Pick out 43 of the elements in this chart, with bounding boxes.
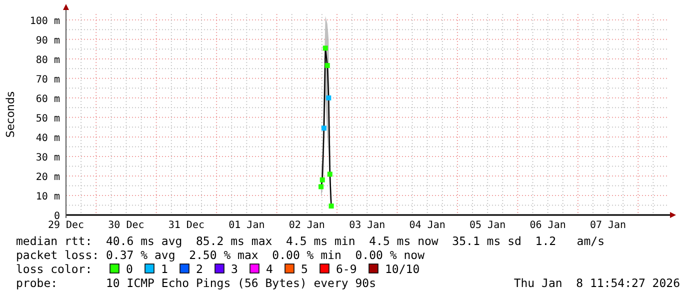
x-tick-label: 01 Jan [228, 220, 265, 231]
x-tick-label: 02 Jan [288, 220, 325, 231]
point [322, 46, 328, 51]
x-tick-label: 29 Dec [48, 220, 84, 231]
text: median rtt: 40.6 ms avg 85.2 ms max 4.5 ms min 4.5 ms now 35.1 ms sd 1.2 am/s [16, 234, 605, 248]
x-tick-label: 06 Jan [530, 220, 566, 231]
y-tick-label: 80 m [36, 54, 60, 66]
x-tick-label: 30 Dec [108, 220, 144, 231]
point [320, 177, 325, 182]
point [328, 204, 334, 209]
x-tick-label: 31 Dec [168, 220, 205, 231]
legend-label: 1 [161, 262, 168, 276]
y-tick-label: 40 m [36, 132, 60, 144]
y-tick-label: 50 m [36, 113, 60, 124]
legend-title: loss color: [16, 262, 92, 276]
legend-label: 3 [231, 262, 238, 276]
point [318, 184, 324, 190]
text: packet loss: 0.37 % avg 2.50 % max 0.00 % min 0.00 % now [16, 248, 425, 262]
y-axis-title: Seconds [4, 91, 17, 138]
legend-label: 5 [301, 262, 308, 276]
legend-label: 10/10 [385, 262, 420, 276]
text: Thu Jan 8 11:54:27 2026 [514, 276, 680, 290]
point [324, 63, 330, 68]
legend-label: 2 [196, 262, 203, 276]
y-tick-label: 10 m [36, 191, 60, 202]
x-tick-label: 07 Jan [590, 220, 626, 231]
point [321, 126, 326, 131]
x-tick-label: 03 Jan [349, 220, 386, 231]
y-tick-label: 90 m [36, 35, 60, 46]
x-tick-label: 05 Jan [470, 220, 506, 231]
y-tick-label: 70 m [36, 74, 60, 86]
y-tick-label: 0 [54, 211, 60, 222]
legend-label: 6-9 [336, 262, 357, 276]
legend-label: 4 [266, 262, 273, 276]
point [327, 172, 332, 177]
y-tick-label: 60 m [36, 94, 60, 105]
text: probe: 10 ICMP Echo Pings (56 Bytes) every 90s [16, 276, 376, 290]
y-tick-label: 20 m [36, 172, 60, 183]
legend-label: 0 [126, 262, 133, 276]
y-tick-label: 100 m [30, 16, 60, 27]
x-tick-label: 04 Jan [409, 220, 446, 231]
y-tick-label: 30 m [36, 152, 60, 164]
point [326, 95, 332, 100]
